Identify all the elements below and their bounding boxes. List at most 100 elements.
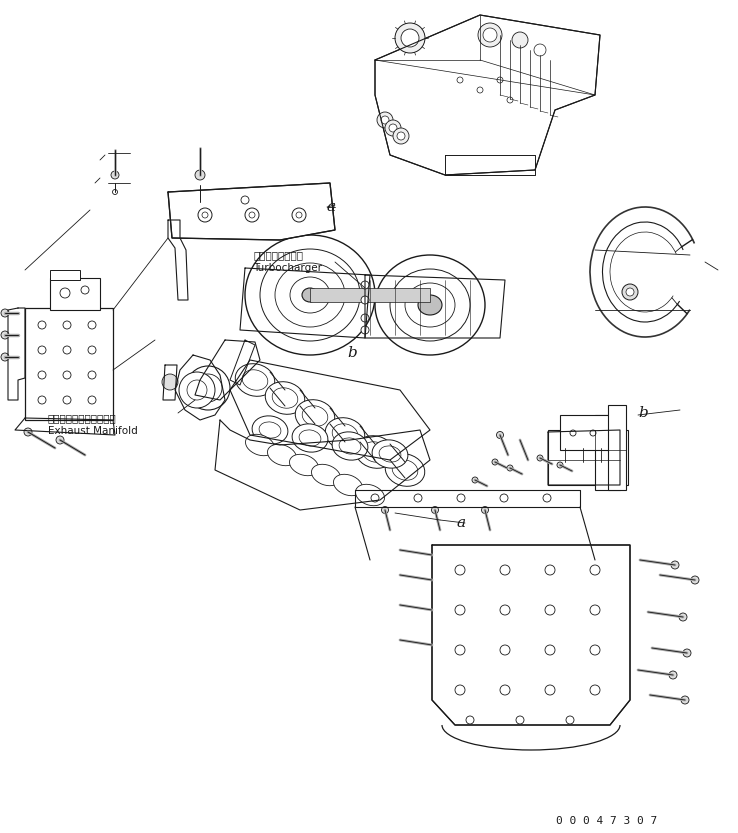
Circle shape [202, 212, 208, 218]
Ellipse shape [245, 235, 375, 355]
Ellipse shape [385, 454, 425, 486]
Circle shape [202, 382, 214, 394]
Circle shape [478, 23, 502, 47]
Circle shape [579, 441, 587, 448]
Circle shape [38, 321, 46, 329]
Circle shape [389, 124, 397, 132]
Ellipse shape [332, 431, 368, 460]
Ellipse shape [272, 388, 298, 408]
Circle shape [361, 326, 369, 334]
Text: b: b [638, 406, 648, 420]
Circle shape [241, 196, 249, 204]
Ellipse shape [260, 249, 360, 341]
Ellipse shape [275, 263, 345, 327]
Ellipse shape [375, 255, 485, 355]
Circle shape [162, 374, 178, 390]
Circle shape [590, 430, 596, 436]
Circle shape [543, 494, 551, 502]
Circle shape [562, 441, 568, 448]
Circle shape [361, 281, 369, 289]
Circle shape [537, 455, 543, 461]
Circle shape [457, 77, 463, 83]
Circle shape [63, 371, 71, 379]
Circle shape [590, 605, 600, 615]
Circle shape [500, 565, 510, 575]
Circle shape [500, 645, 510, 655]
Circle shape [377, 112, 393, 128]
Circle shape [497, 431, 503, 438]
Circle shape [507, 97, 513, 103]
Bar [595, 415, 620, 490]
Circle shape [38, 396, 46, 404]
Circle shape [1, 353, 9, 361]
Text: b: b [347, 346, 356, 360]
Ellipse shape [390, 269, 470, 341]
Circle shape [292, 208, 306, 222]
Circle shape [455, 645, 465, 655]
Ellipse shape [392, 460, 418, 481]
Circle shape [545, 685, 555, 695]
Ellipse shape [246, 434, 275, 456]
Circle shape [296, 212, 302, 218]
Circle shape [671, 561, 679, 569]
Text: a: a [456, 516, 465, 530]
Circle shape [590, 565, 600, 575]
Circle shape [1, 309, 9, 317]
Circle shape [500, 685, 510, 695]
Circle shape [81, 286, 89, 294]
Circle shape [393, 128, 409, 144]
Ellipse shape [252, 416, 288, 444]
Ellipse shape [302, 406, 328, 426]
Circle shape [382, 506, 388, 513]
Circle shape [88, 371, 96, 379]
Circle shape [683, 649, 691, 657]
Circle shape [570, 430, 576, 436]
Text: ターボチャージャ: ターボチャージャ [253, 250, 303, 260]
Ellipse shape [339, 438, 361, 454]
Text: 0 0 0 4 7 3 0 7: 0 0 0 4 7 3 0 7 [556, 816, 658, 826]
Ellipse shape [418, 295, 442, 315]
Circle shape [545, 605, 555, 615]
Polygon shape [432, 545, 630, 725]
Circle shape [477, 87, 483, 93]
Polygon shape [375, 15, 600, 175]
Circle shape [397, 132, 405, 140]
Ellipse shape [311, 464, 340, 486]
Bar [560, 415, 625, 450]
Ellipse shape [362, 441, 388, 462]
Circle shape [457, 494, 465, 502]
Circle shape [112, 189, 117, 194]
Text: a: a [326, 200, 335, 214]
Ellipse shape [235, 364, 275, 397]
Circle shape [381, 116, 389, 124]
Circle shape [432, 506, 438, 513]
Circle shape [371, 494, 379, 502]
Circle shape [385, 120, 401, 136]
Bar [25, 308, 113, 420]
Ellipse shape [299, 430, 321, 446]
Circle shape [626, 288, 634, 296]
Text: Exhaust Manifold: Exhaust Manifold [48, 426, 138, 436]
Circle shape [497, 77, 503, 83]
Circle shape [60, 288, 70, 298]
Circle shape [691, 576, 699, 584]
Circle shape [395, 23, 425, 53]
Circle shape [481, 506, 489, 513]
Circle shape [186, 366, 230, 410]
Bar [310, 288, 430, 302]
Polygon shape [168, 183, 335, 240]
Bar [548, 430, 628, 485]
Circle shape [545, 645, 555, 655]
Ellipse shape [290, 277, 330, 313]
Circle shape [195, 170, 205, 180]
Circle shape [507, 465, 513, 471]
Circle shape [38, 371, 46, 379]
Circle shape [414, 494, 422, 502]
Circle shape [63, 396, 71, 404]
Circle shape [557, 462, 563, 468]
Ellipse shape [289, 454, 319, 476]
Circle shape [198, 208, 212, 222]
Circle shape [679, 613, 687, 621]
Circle shape [111, 171, 119, 179]
Circle shape [38, 346, 46, 354]
